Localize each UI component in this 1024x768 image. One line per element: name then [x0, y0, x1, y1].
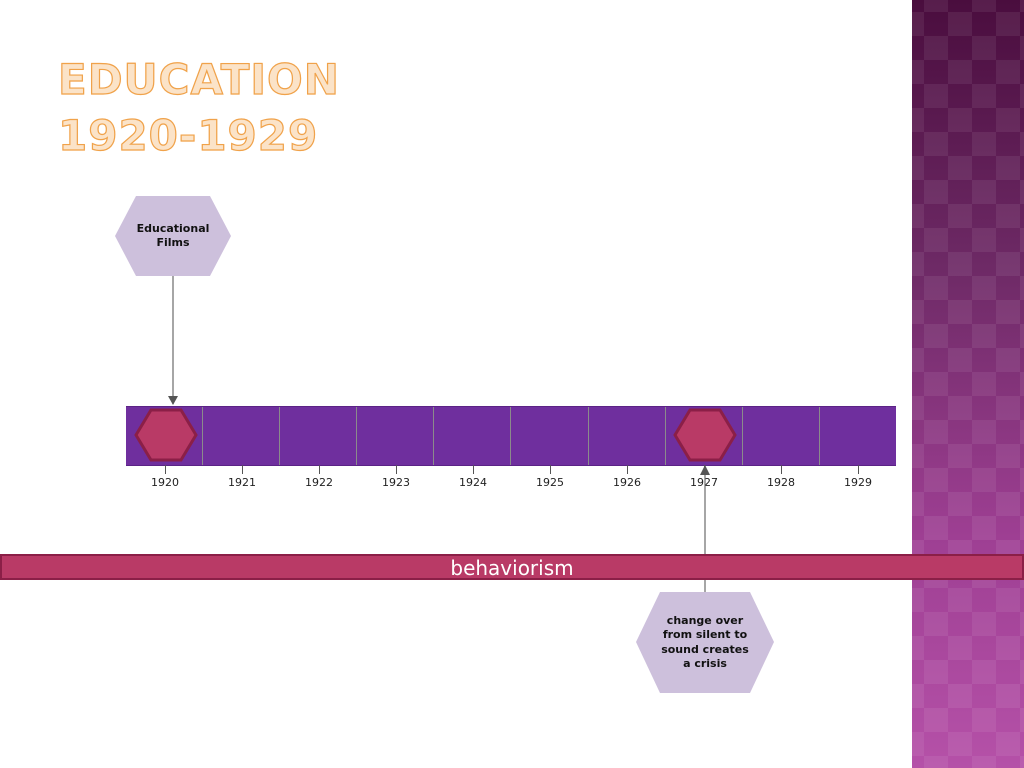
tick-mark — [473, 465, 474, 474]
callout-hexagon-educational-films — [115, 196, 231, 276]
timeline-segment — [280, 407, 358, 465]
year-label-1926: 1926 — [613, 476, 641, 489]
callout-hexagon-sound-crisis — [636, 592, 774, 693]
callout-label: change over from silent to sound creates… — [661, 613, 749, 671]
year-label-1924: 1924 — [459, 476, 487, 489]
year-label-1927: 1927 — [690, 476, 718, 489]
behaviorism-band — [0, 554, 1024, 580]
timeline-bar — [126, 406, 896, 466]
tick-mark — [242, 465, 243, 474]
page-title: EDUCATION 1920-1929 — [57, 52, 340, 164]
timeline-segment — [666, 407, 743, 465]
year-label-1921: 1921 — [228, 476, 256, 489]
callout-label: Educational Films — [136, 222, 210, 249]
year-label-1929: 1929 — [844, 476, 872, 489]
timeline-segment — [434, 407, 512, 465]
arrow-up-icon — [700, 465, 710, 475]
timeline-segment — [357, 407, 435, 465]
event-marker-1927 — [673, 408, 737, 462]
year-label-1925: 1925 — [536, 476, 564, 489]
tick-mark — [627, 465, 628, 474]
tick-mark — [858, 465, 859, 474]
timeline-segment — [589, 407, 666, 465]
year-label-1923: 1923 — [382, 476, 410, 489]
arrow-down-icon — [168, 396, 178, 405]
event-marker-1920 — [134, 408, 198, 462]
timeline-segment — [743, 407, 820, 465]
title-line-1: EDUCATION — [57, 54, 340, 104]
callout-sound-crisis: change over from silent to sound creates… — [646, 592, 764, 693]
timeline-segment — [511, 407, 589, 465]
timeline-segment — [203, 407, 281, 465]
tick-mark — [319, 465, 320, 474]
year-label-1922: 1922 — [305, 476, 333, 489]
tick-mark — [550, 465, 551, 474]
title-line-2: 1920-1929 — [57, 110, 319, 160]
tick-mark — [781, 465, 782, 474]
band-label: behaviorism — [450, 556, 574, 580]
decorative-side-panel — [912, 0, 1024, 768]
year-label-1928: 1928 — [767, 476, 795, 489]
tick-mark — [165, 465, 166, 474]
year-label-1920: 1920 — [151, 476, 179, 489]
timeline-segment — [126, 407, 204, 465]
callout-educational-films: Educational Films — [118, 196, 228, 276]
tick-mark — [396, 465, 397, 474]
